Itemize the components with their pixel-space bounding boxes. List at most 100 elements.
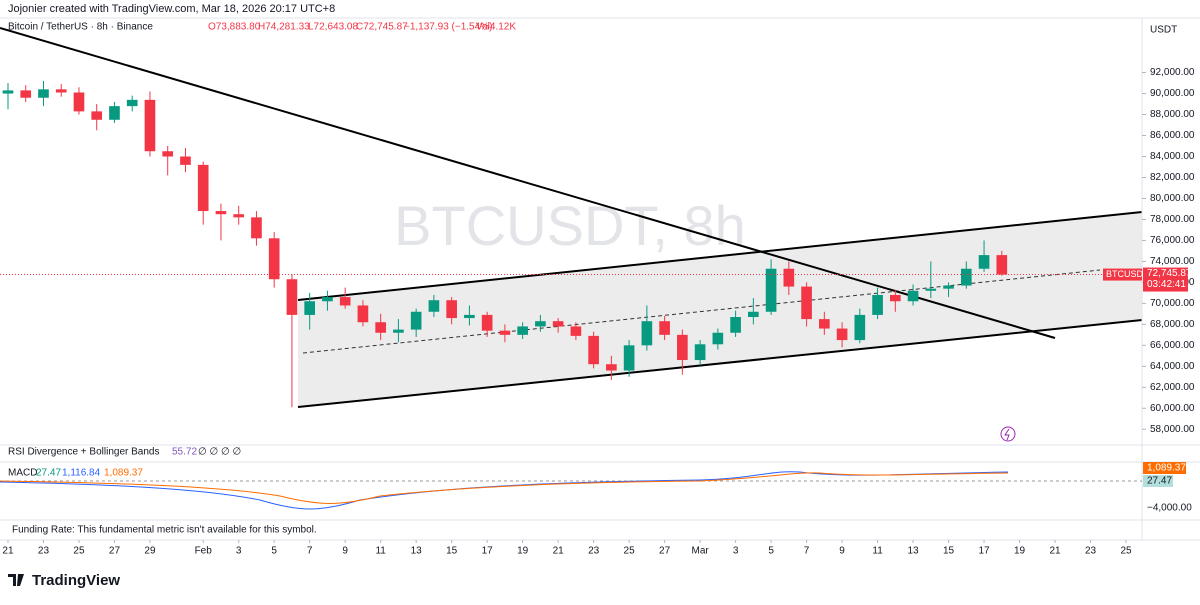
channel-bottom bbox=[297, 319, 1143, 408]
candle-body bbox=[339, 297, 351, 306]
candle-body bbox=[322, 297, 333, 302]
candle-body bbox=[978, 255, 990, 269]
x-tick-label: 25 bbox=[73, 546, 85, 557]
x-tick-label: 13 bbox=[908, 546, 920, 557]
candle-body bbox=[552, 321, 564, 327]
x-tick-label: 17 bbox=[482, 546, 494, 557]
x-tick-label: 15 bbox=[943, 546, 955, 557]
y-tick-label: 90,000.00 bbox=[1150, 88, 1195, 99]
x-tick-label: 21 bbox=[1049, 546, 1061, 557]
candle-body bbox=[801, 286, 812, 320]
x-tick-label: Mar bbox=[691, 546, 709, 557]
change: −1,137.93 (−1.54%) bbox=[404, 22, 492, 33]
candle-body bbox=[73, 92, 85, 112]
symbol-tag bbox=[1103, 268, 1142, 281]
y-tick-label: 92,000.00 bbox=[1150, 67, 1195, 78]
y-tick-label: 74,000.00 bbox=[1150, 256, 1195, 267]
candle-body bbox=[268, 238, 280, 280]
x-tick-label: 21 bbox=[2, 546, 14, 557]
countdown: 03:42:41 bbox=[1147, 279, 1186, 290]
signal-curve bbox=[0, 472, 1009, 504]
trend-line bbox=[0, 27, 1056, 339]
funding-text: Funding Rate: This fundamental metric is… bbox=[12, 525, 317, 536]
candle-body bbox=[588, 335, 599, 365]
channel-top bbox=[297, 211, 1143, 301]
y-tick-label: 58,000.00 bbox=[1150, 424, 1195, 435]
watermark: BTCUSDT, 8h bbox=[394, 194, 746, 257]
x-tick-label: 11 bbox=[375, 546, 386, 557]
candle-body bbox=[623, 345, 635, 371]
candle-body bbox=[197, 164, 209, 212]
price-tag-label: 72,745.87 bbox=[1147, 268, 1192, 279]
candle-body bbox=[854, 314, 866, 341]
candle-body bbox=[109, 106, 120, 120]
candle-body bbox=[765, 268, 777, 312]
brand-logo bbox=[8, 574, 24, 586]
currency: USDT bbox=[1150, 25, 1177, 36]
x-tick-label: 9 bbox=[342, 546, 348, 557]
candle-body bbox=[659, 321, 670, 335]
macd-axis-box bbox=[1143, 462, 1186, 474]
candle-body bbox=[712, 332, 724, 345]
y-tick-label: 62,000.00 bbox=[1150, 382, 1195, 393]
x-tick-label: 19 bbox=[517, 546, 529, 557]
channel-fill bbox=[298, 212, 1142, 407]
candle-body bbox=[819, 319, 830, 329]
candle-body bbox=[251, 217, 262, 239]
macd-axis-mid: 27.47 bbox=[1147, 476, 1172, 487]
candle-body bbox=[446, 300, 457, 319]
macd-axis-top: 1,089.37 bbox=[1147, 463, 1186, 474]
x-tick-label: 27 bbox=[659, 546, 671, 557]
symbol-tag-label: BTCUSDT bbox=[1106, 269, 1149, 279]
x-tick-label: 7 bbox=[804, 546, 810, 557]
candle-body bbox=[233, 214, 245, 218]
event-icon-bolt bbox=[1004, 428, 1010, 441]
y-tick-label: 64,000.00 bbox=[1150, 361, 1195, 372]
macd-hist: 27.47 bbox=[36, 468, 61, 479]
candle-body bbox=[304, 301, 316, 315]
candle-body bbox=[410, 311, 422, 330]
candle-body bbox=[91, 111, 103, 120]
macd-axis-low: −4,000.00 bbox=[1147, 503, 1192, 514]
x-tick-label: 7 bbox=[307, 546, 313, 557]
candle-body bbox=[38, 89, 49, 98]
candle-body bbox=[428, 300, 440, 312]
x-tick-label: 25 bbox=[1120, 546, 1132, 557]
legend: Bitcoin / TetherUS · 8h · Binance O73,88… bbox=[8, 22, 516, 33]
y-tick-label: 84,000.00 bbox=[1150, 151, 1195, 162]
candle-body bbox=[960, 268, 972, 286]
x-tick-label: 3 bbox=[733, 546, 739, 557]
y-tick-label: 88,000.00 bbox=[1150, 109, 1195, 120]
macd-line: 1,116.84 bbox=[62, 468, 101, 479]
candle-body bbox=[606, 364, 617, 371]
x-tick-label: 3 bbox=[236, 546, 242, 557]
x-tick-label: 23 bbox=[38, 546, 50, 557]
macd-title: MACD bbox=[8, 468, 37, 479]
candle-body bbox=[464, 314, 475, 319]
ohlc-open: O73,883.80 bbox=[208, 22, 261, 33]
y-tick-label: 78,000.00 bbox=[1150, 214, 1195, 225]
x-tick-label: 23 bbox=[588, 546, 600, 557]
event-icon bbox=[1000, 426, 1016, 442]
candle-body bbox=[677, 334, 688, 361]
candle-body bbox=[55, 89, 67, 93]
x-tick-label: 11 bbox=[872, 546, 883, 557]
y-tick-label: 76,000.00 bbox=[1150, 235, 1195, 246]
candle-body bbox=[889, 294, 901, 302]
candle-body bbox=[694, 344, 706, 361]
candle-body bbox=[943, 285, 954, 289]
x-tick-label: 15 bbox=[446, 546, 458, 557]
candle-body bbox=[180, 156, 191, 165]
candle-body bbox=[730, 317, 741, 333]
candle-body bbox=[481, 314, 493, 331]
candle-body bbox=[393, 329, 404, 333]
credit: Jojonier created with TradingView.com, M… bbox=[8, 3, 335, 15]
x-tick-label: 19 bbox=[1014, 546, 1026, 557]
x-tick-label: 25 bbox=[624, 546, 636, 557]
candle-body bbox=[783, 268, 795, 287]
macd-signal: 1,089.37 bbox=[104, 468, 143, 479]
x-tick-label: 23 bbox=[1085, 546, 1097, 557]
y-tick-label: 60,000.00 bbox=[1150, 403, 1195, 414]
candle-body bbox=[2, 90, 14, 94]
symbol: Bitcoin / TetherUS · 8h · Binance bbox=[8, 22, 153, 33]
